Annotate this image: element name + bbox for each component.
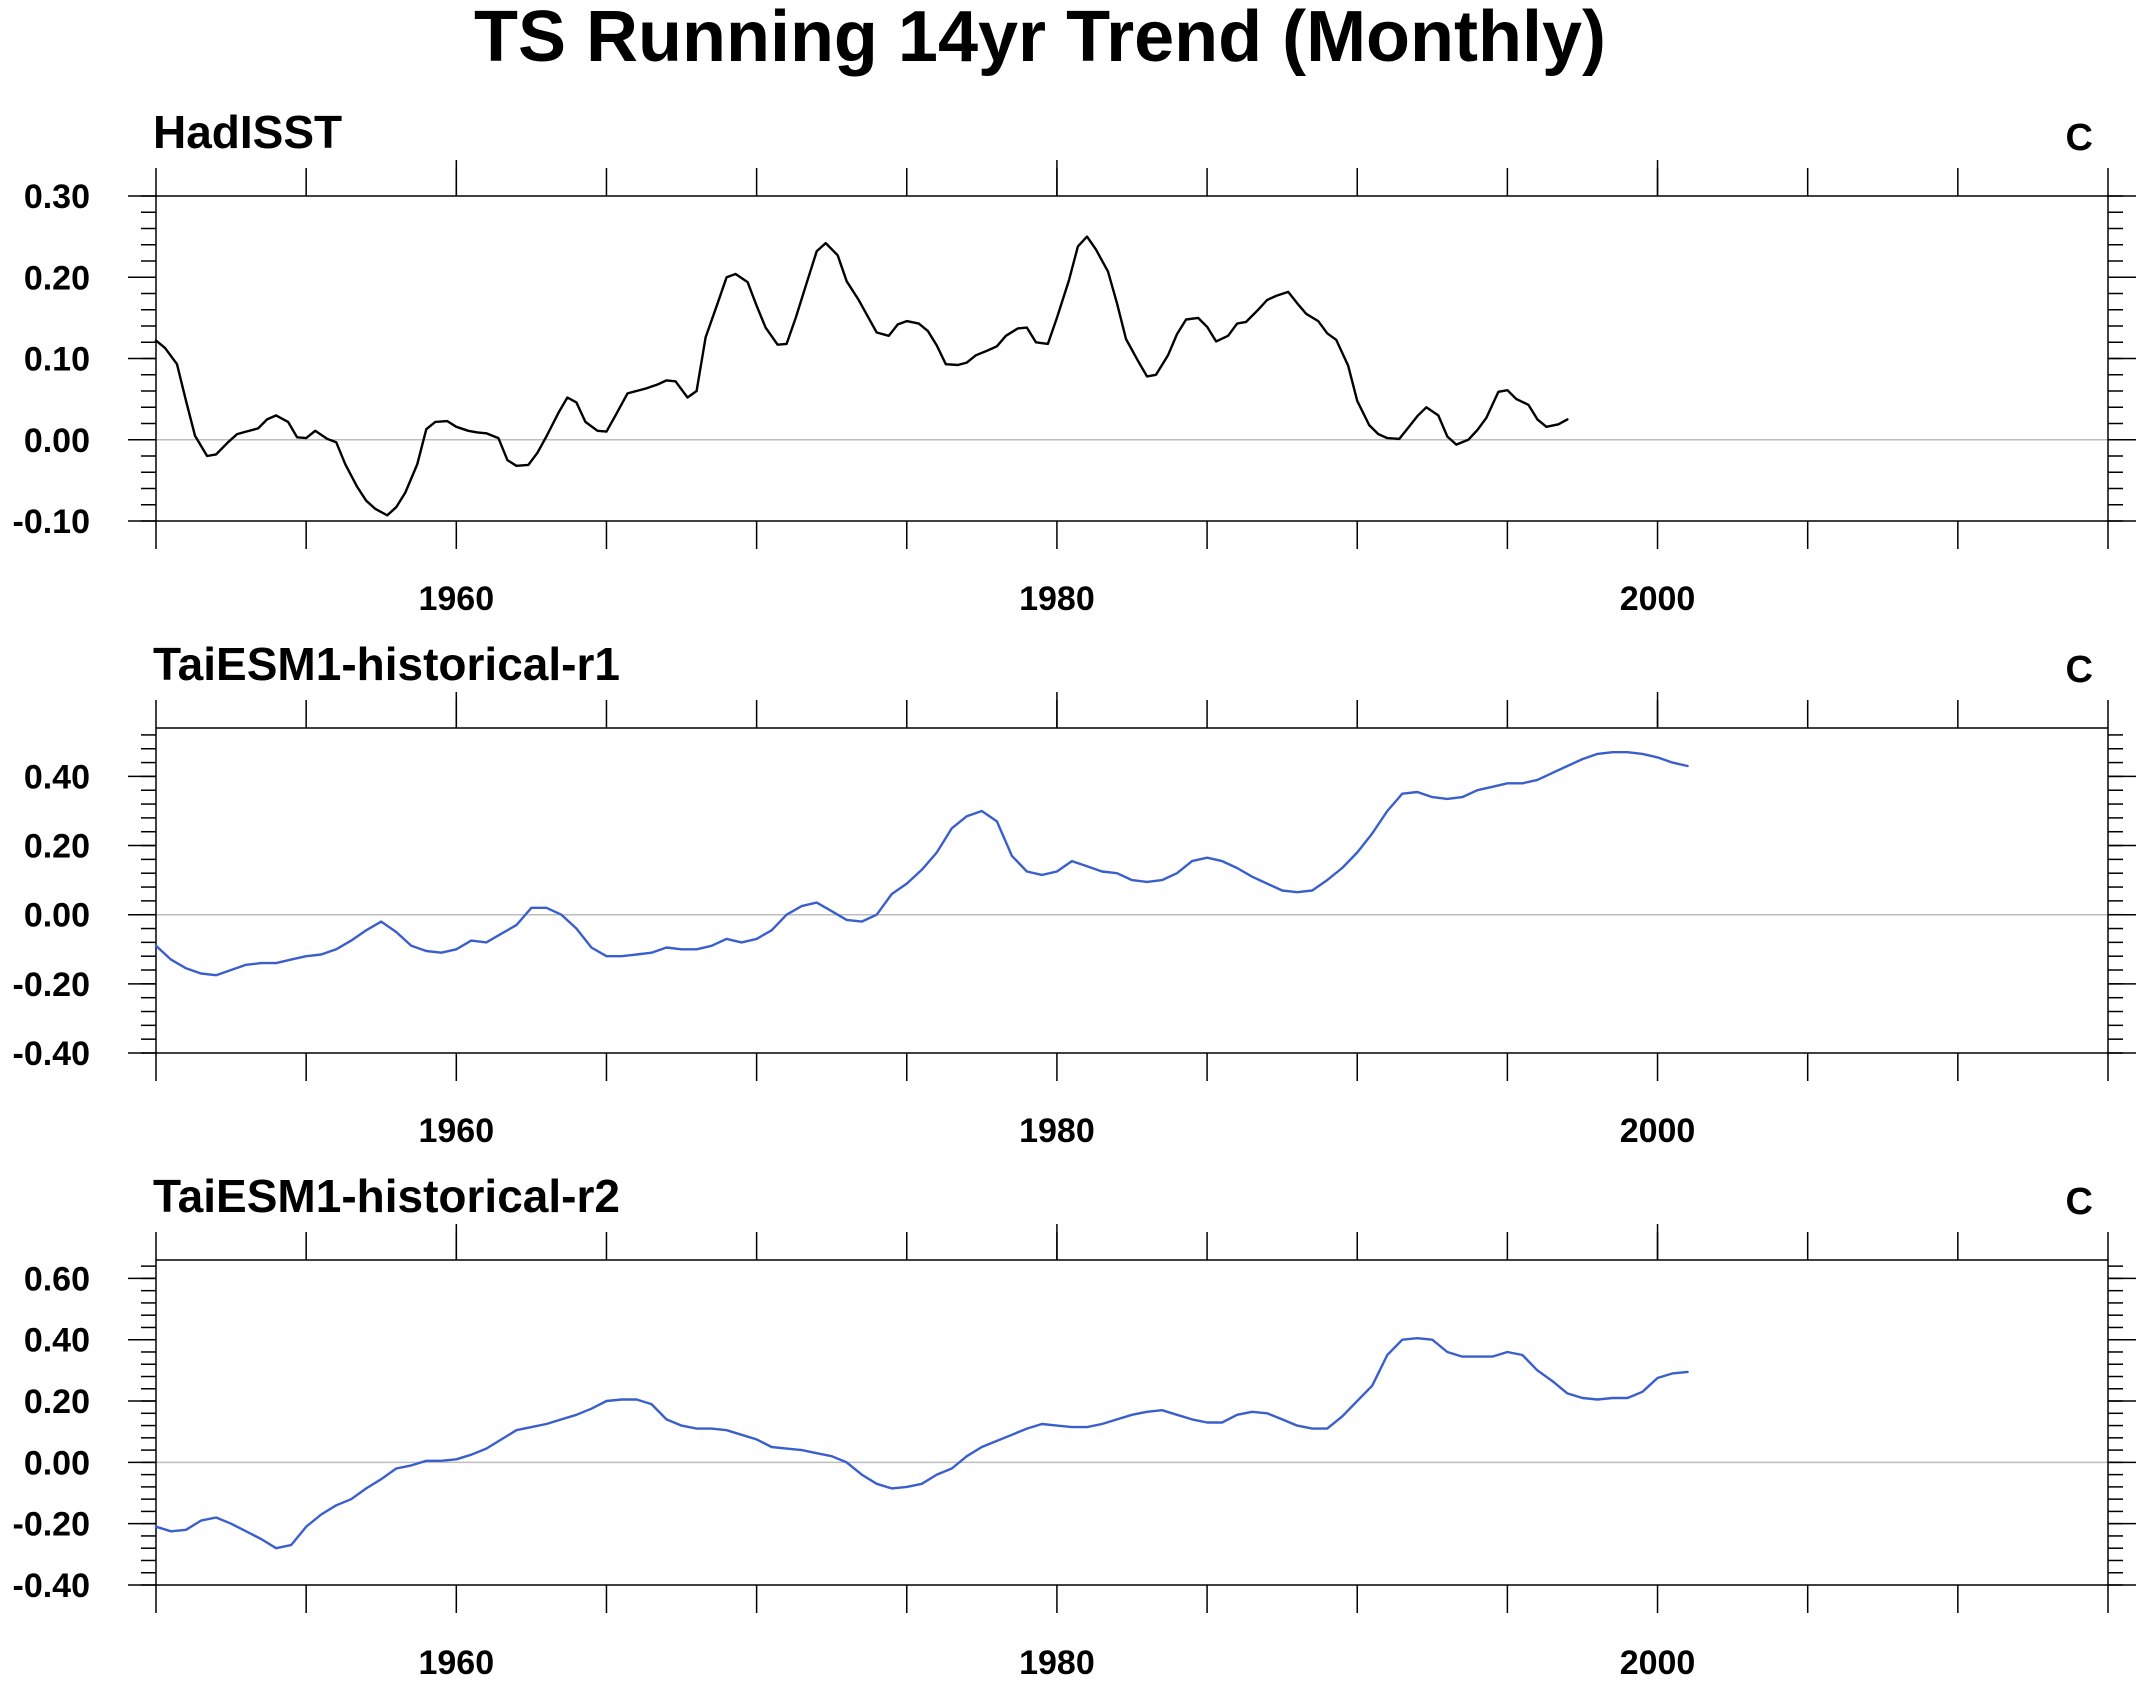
y-tick-label: -0.10 xyxy=(13,503,91,541)
x-tick-label: 1980 xyxy=(1019,1112,1095,1150)
plot-area: -0.40 -0.20 0.00 0.20 0.40 1960 1980 2000 xyxy=(13,692,2136,1150)
plot-area: -0.40 -0.20 0.00 0.20 0.40 0.60 1960 1980 2000 xyxy=(13,1224,2136,1682)
y-tick-label: -0.20 xyxy=(13,966,91,1004)
panel-title: TaiESM1-historical-r2 xyxy=(153,1170,620,1222)
y-tick-label: -0.40 xyxy=(13,1035,91,1073)
y-tick-label: 0.20 xyxy=(24,1383,90,1421)
plot-area: -0.10 0.00 0.10 0.20 0.30 1960 1980 2000 xyxy=(13,160,2136,618)
y-tick-label: 0.20 xyxy=(24,259,90,297)
y-tick-label: 0.10 xyxy=(24,341,90,379)
y-tick-label: 0.40 xyxy=(24,1322,90,1360)
panel-taiesm1-historical-r1: TaiESM1-historical-r1 C -0.40 -0.20 0.00 0.… xyxy=(13,638,2136,1150)
units-label: C xyxy=(2066,649,2093,691)
panel-title: TaiESM1-historical-r1 xyxy=(153,638,620,690)
y-tick-label: 0.00 xyxy=(24,422,90,460)
units-label: C xyxy=(2066,117,2093,159)
series-line xyxy=(154,1337,1689,1550)
x-tick-label: 1960 xyxy=(418,580,494,618)
x-tick-label: 2000 xyxy=(1620,580,1696,618)
x-tick-label: 1960 xyxy=(418,1644,494,1682)
x-tick-label: 1980 xyxy=(1019,1644,1095,1682)
x-tick-label: 1980 xyxy=(1019,580,1095,618)
plot-frame xyxy=(155,1259,2109,1586)
y-tick-label: 0.20 xyxy=(24,828,90,866)
y-tick-label: 0.30 xyxy=(24,178,90,216)
figure-title: TS Running 14yr Trend (Monthly) xyxy=(474,0,1606,77)
series-line xyxy=(154,235,1569,517)
plot-frame xyxy=(155,727,2109,1054)
panel-title: HadISST xyxy=(153,106,342,158)
series-line xyxy=(154,751,1689,977)
panel-taiesm1-historical-r2: TaiESM1-historical-r2 C -0.40 -0.20 0.00 0.… xyxy=(13,1170,2136,1682)
y-tick-label: 0.00 xyxy=(24,1444,90,1482)
y-tick-label: 0.40 xyxy=(24,758,90,796)
x-tick-label: 2000 xyxy=(1620,1112,1696,1150)
panel-hadisst: HadISST C -0.10 0.00 0.10 0.20 0.30 1960 1980 2… xyxy=(13,106,2136,618)
x-tick-label: 1960 xyxy=(418,1112,494,1150)
y-tick-label: -0.40 xyxy=(13,1567,91,1605)
units-label: C xyxy=(2066,1181,2093,1223)
y-tick-label: -0.20 xyxy=(13,1506,91,1544)
y-tick-label: 0.60 xyxy=(24,1260,90,1298)
y-tick-label: 0.00 xyxy=(24,897,90,935)
x-tick-label: 2000 xyxy=(1620,1644,1696,1682)
plot-frame xyxy=(155,195,2109,522)
